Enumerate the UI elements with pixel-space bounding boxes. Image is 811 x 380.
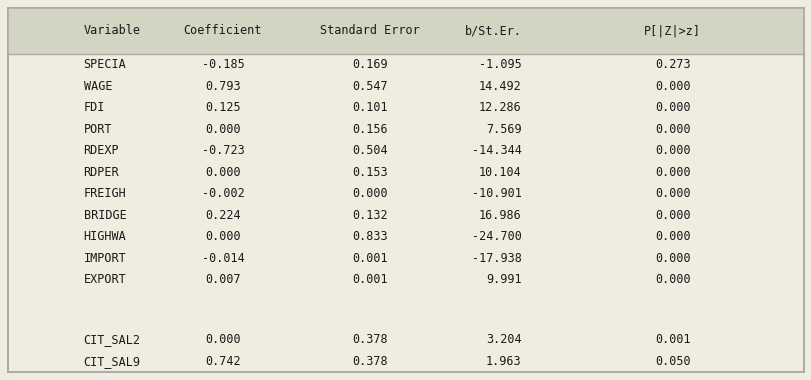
Text: -0.002: -0.002 (201, 187, 244, 200)
Text: P[|Z|>z]: P[|Z|>z] (643, 24, 700, 38)
Text: SPECIA: SPECIA (84, 58, 127, 71)
Text: 14.492: 14.492 (478, 80, 521, 93)
Text: 16.986: 16.986 (478, 209, 521, 222)
Text: 10.104: 10.104 (478, 166, 521, 179)
Text: EXPORT: EXPORT (84, 273, 127, 286)
Text: 0.742: 0.742 (205, 355, 240, 368)
Text: 0.504: 0.504 (352, 144, 388, 157)
Text: 0.000: 0.000 (205, 166, 240, 179)
Text: CIT_SAL2: CIT_SAL2 (84, 333, 140, 346)
Text: 0.000: 0.000 (205, 333, 240, 346)
Text: 0.125: 0.125 (205, 101, 240, 114)
Text: 3.204: 3.204 (485, 333, 521, 346)
Text: -0.185: -0.185 (201, 58, 244, 71)
Text: 0.833: 0.833 (352, 230, 388, 243)
Text: 0.000: 0.000 (654, 123, 689, 136)
Text: BRIDGE: BRIDGE (84, 209, 127, 222)
Text: 0.000: 0.000 (654, 209, 689, 222)
Text: 0.378: 0.378 (352, 355, 388, 368)
Text: 0.000: 0.000 (654, 273, 689, 286)
Text: RDEXP: RDEXP (84, 144, 119, 157)
Text: RDPER: RDPER (84, 166, 119, 179)
Text: 12.286: 12.286 (478, 101, 521, 114)
Text: 0.000: 0.000 (205, 123, 240, 136)
Text: CIT_SAL9: CIT_SAL9 (84, 355, 140, 368)
Text: 0.000: 0.000 (654, 144, 689, 157)
Text: 1.963: 1.963 (485, 355, 521, 368)
Text: 0.547: 0.547 (352, 80, 388, 93)
Text: -0.014: -0.014 (201, 252, 244, 264)
Text: 0.153: 0.153 (352, 166, 388, 179)
Text: 0.001: 0.001 (352, 273, 388, 286)
Text: -14.344: -14.344 (471, 144, 521, 157)
Text: 0.132: 0.132 (352, 209, 388, 222)
Text: 0.001: 0.001 (654, 333, 689, 346)
Text: -0.723: -0.723 (201, 144, 244, 157)
Text: 0.000: 0.000 (654, 101, 689, 114)
Text: 0.050: 0.050 (654, 355, 689, 368)
Text: FREIGH: FREIGH (84, 187, 127, 200)
Text: HIGHWA: HIGHWA (84, 230, 127, 243)
Text: 0.000: 0.000 (654, 230, 689, 243)
Text: 0.000: 0.000 (352, 187, 388, 200)
Text: Variable: Variable (84, 24, 140, 38)
Text: 0.000: 0.000 (654, 252, 689, 264)
Text: -1.095: -1.095 (478, 58, 521, 71)
Text: -24.700: -24.700 (471, 230, 521, 243)
Text: -10.901: -10.901 (471, 187, 521, 200)
Text: 0.156: 0.156 (352, 123, 388, 136)
Text: 0.273: 0.273 (654, 58, 689, 71)
Text: 0.169: 0.169 (352, 58, 388, 71)
Text: Coefficient: Coefficient (183, 24, 262, 38)
Text: 7.569: 7.569 (485, 123, 521, 136)
Text: 0.793: 0.793 (205, 80, 240, 93)
Text: 9.991: 9.991 (485, 273, 521, 286)
Text: 0.000: 0.000 (654, 166, 689, 179)
Text: Standard Error: Standard Error (320, 24, 419, 38)
Text: b/St.Er.: b/St.Er. (464, 24, 521, 38)
Text: 0.000: 0.000 (654, 187, 689, 200)
Text: 0.001: 0.001 (352, 252, 388, 264)
Text: WAGE: WAGE (84, 80, 112, 93)
Bar (8, 8, 803, 54)
Text: 0.224: 0.224 (205, 209, 240, 222)
Text: 0.000: 0.000 (205, 230, 240, 243)
Text: 0.000: 0.000 (654, 80, 689, 93)
Text: -17.938: -17.938 (471, 252, 521, 264)
Text: 0.101: 0.101 (352, 101, 388, 114)
Text: 0.378: 0.378 (352, 333, 388, 346)
Text: FDI: FDI (84, 101, 105, 114)
Text: 0.007: 0.007 (205, 273, 240, 286)
Text: PORT: PORT (84, 123, 112, 136)
Text: IMPORT: IMPORT (84, 252, 127, 264)
